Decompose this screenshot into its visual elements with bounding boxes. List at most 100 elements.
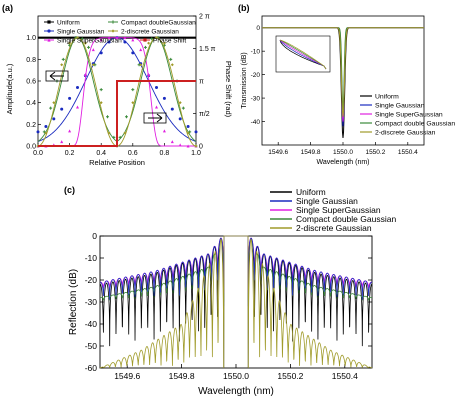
y-tick-label-c: -20	[85, 275, 98, 285]
x-tick-label-b: 1549.8	[301, 149, 321, 156]
series-a-compact-doublegaussian-point	[42, 130, 46, 134]
y-tick-label-b: -30	[251, 96, 261, 103]
y-tick-label-c: -10	[85, 253, 98, 263]
y-tick-label-c: -40	[85, 319, 98, 329]
series-c-2-discrete-gaussian	[99, 235, 373, 369]
series-a-single-gaussian-point	[36, 130, 40, 134]
series-a-single-supergaussian-point	[123, 36, 127, 40]
x-tick-label-c: 1550.2	[277, 371, 303, 381]
y2-axis-label-a: Phase Shift (rad)	[224, 61, 233, 118]
legend-a-compact-doublegaussian-marker	[111, 20, 115, 24]
series-a-compact-doublegaussian-point	[112, 135, 116, 139]
y2-tick-label-a: π	[199, 79, 204, 86]
series-a-2-discrete-gaussian-point	[123, 131, 127, 135]
x-tick-label-a: 0.2	[65, 150, 75, 157]
panel-c-label: (c)	[64, 185, 75, 195]
series-a-2-discrete-gaussian-point	[155, 36, 158, 40]
legend-a-compact-doublegaussian-label: Compact doubleGaussian	[121, 20, 196, 27]
series-a-single-gaussian-point	[123, 40, 127, 44]
series-a-2-discrete-gaussian-point	[147, 41, 151, 45]
inset-series-b-2	[279, 39, 327, 70]
series-a-phase-shift	[38, 80, 196, 147]
panel-b-label: (b)	[238, 3, 250, 13]
inset-series-b-1	[279, 39, 327, 70]
series-a-single-supergaussian-point	[91, 48, 95, 52]
x-axis-label-c: Wavelength (nm)	[198, 386, 274, 397]
series-a-compact-doublegaussian-point	[49, 106, 53, 110]
series-a-single-gaussian-point	[186, 125, 190, 128]
legend-a-single-gaussian-label: Single Gaussian	[57, 29, 105, 36]
arrow-right-icon	[148, 113, 163, 123]
x-tick-label-a: 1.0	[191, 150, 201, 157]
legend-a-2-discrete-gaussian-marker	[111, 29, 115, 33]
series-a-single-gaussian-point	[52, 117, 56, 121]
legend-c-uniform-label: Uniform	[296, 187, 326, 197]
arrow-left-icon	[49, 71, 64, 81]
series-a-2-discrete-gaussian-point	[76, 36, 79, 40]
series-a-compact-doublegaussian-point	[131, 88, 135, 92]
y-tick-label-b: -20	[251, 72, 261, 79]
series-a-2-discrete-gaussian-point	[178, 101, 182, 105]
series-a-single-gaussian-point	[76, 86, 79, 89]
panel-a-label: (a)	[2, 3, 13, 13]
series-a-single-supergaussian-point	[162, 129, 166, 133]
y-tick-label-c: -30	[85, 297, 98, 307]
legend-b-single-gaussian-label: Single Gaussian	[375, 103, 425, 110]
series-a-2-discrete-gaussian-point	[162, 41, 166, 45]
series-a-2-discrete-gaussian-point	[139, 63, 143, 67]
series-a-single-supergaussian-point	[107, 36, 111, 40]
series-a-2-discrete-gaussian-point	[68, 41, 72, 45]
legend-c-single-supergaussian-label: Single SuperGaussian	[296, 205, 381, 215]
legend-a-uniform-label: Uniform	[57, 20, 80, 27]
series-a-compact-doublegaussian-point	[169, 57, 173, 61]
series-a-compact-doublegaussian-point	[150, 37, 154, 41]
series-a-compact-doublegaussian-point	[143, 45, 147, 49]
series-a-single-supergaussian-point	[186, 144, 190, 148]
series-a-compact-doublegaussian-point	[106, 115, 110, 119]
series-a-2-discrete-gaussian-point	[44, 131, 48, 135]
legend-c-compact-double-gaussian-label: Compact double Gaussian	[296, 214, 396, 224]
series-a-compact-doublegaussian-point	[99, 88, 103, 92]
chart-b: 1549.6 1549.8 1550.0 1550.2 1550.4 0 -10 -20 -30…	[241, 15, 455, 166]
y2-tick-label-a: 0	[199, 144, 203, 151]
y-tick-label-b: -40	[251, 119, 261, 126]
series-a-single-supergaussian-point	[99, 38, 103, 42]
legend-b-uniform-label: Uniform	[375, 94, 399, 101]
series-a-single-supergaussian-point	[115, 36, 119, 40]
inset-series-b-0	[279, 39, 327, 70]
y2-tick-label-a: 2 π	[199, 14, 210, 21]
series-a-compact-doublegaussian-point	[188, 130, 192, 134]
series-a-single-supergaussian-point	[170, 140, 174, 144]
x-tick-label-a: 0.6	[128, 150, 138, 157]
x-tick-label-b: 1549.6	[268, 149, 288, 156]
series-a-compact-doublegaussian-point	[80, 37, 84, 41]
y-tick-label-c: -50	[85, 341, 98, 351]
x-tick-label-c: 1549.6	[114, 371, 140, 381]
series-c-compact-double-gaussian	[99, 235, 373, 302]
series-a-single-supergaussian-point	[83, 73, 87, 76]
legend-a-phase-shift-marker	[143, 38, 147, 42]
series-a-single-gaussian-point	[131, 51, 135, 55]
y-axis-label-a: Amplitude(a.u.)	[5, 63, 14, 114]
series-a-2-discrete-gaussian-point	[131, 101, 135, 105]
y-tick-label-a: 0.6	[26, 79, 36, 86]
x-axis-label-a: Relative Position	[89, 158, 145, 167]
x-tick-label-a: 0.8	[160, 150, 170, 157]
series-a-single-supergaussian-point	[139, 48, 143, 52]
series-a-2-discrete-gaussian-point	[99, 101, 103, 105]
series-a-single-gaussian-point	[68, 96, 72, 100]
x-tick-label-b: 1550.0	[333, 149, 353, 156]
series-a-compact-doublegaussian-point	[181, 106, 185, 110]
y2-tick-label-a: π/2	[199, 111, 210, 118]
series-a-single-supergaussian-point	[131, 38, 135, 42]
legend-a-2-discrete-gaussian-label: 2-discrete Gaussian	[121, 29, 179, 36]
legend-b-compact-double-gaussian-label: Compact double Gaussian	[375, 121, 455, 128]
legend-c-2-discrete-gaussian-label: 2-discrete Gaussian	[296, 223, 372, 233]
x-tick-label-a: 0.0	[33, 150, 43, 157]
y-tick-label-a: 1.0	[26, 35, 36, 42]
series-a-single-gaussian-point	[194, 130, 198, 134]
y-tick-label-c: 0	[92, 231, 97, 241]
chart-a: 0.0 0.2 0.4 0.6 0.8 1.00.00.20.40.60.81.00π/2…	[5, 14, 233, 167]
chart-c: 1549.6 1549.8 1550.0 1550.2 1550.4 0 -10 -20 -30…	[68, 187, 396, 397]
